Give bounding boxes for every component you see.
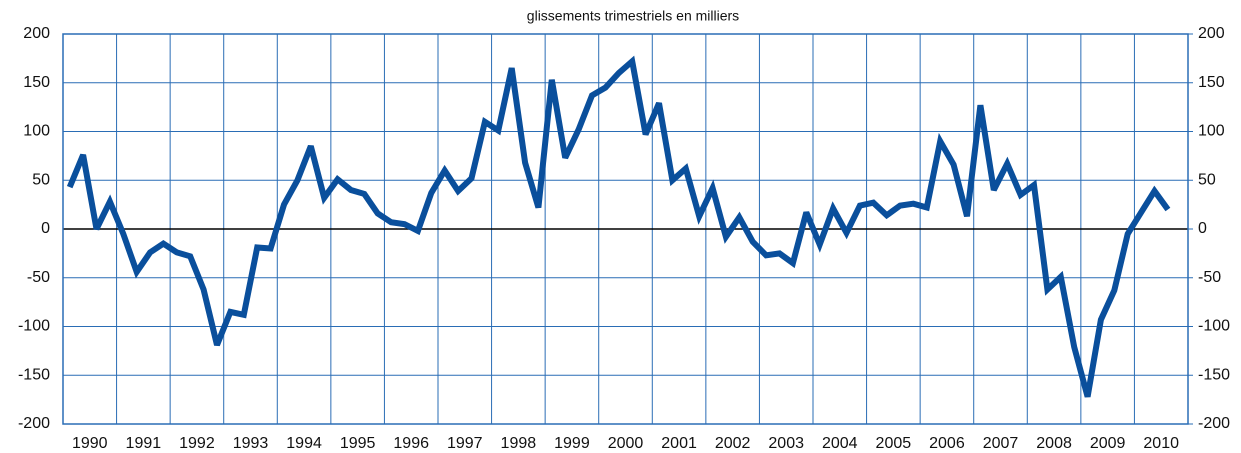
y-tick-label: 150 — [23, 74, 50, 91]
y2-tick-label: 100 — [1198, 123, 1225, 140]
y-tick-label: -100 — [18, 318, 50, 335]
x-tick-label: 2010 — [1143, 435, 1179, 452]
x-tick-label: 1999 — [554, 435, 590, 452]
chart-title: glissements trimestriels en milliers — [527, 8, 739, 24]
y2-tick-label: -50 — [1198, 269, 1221, 286]
x-tick-label: 2001 — [661, 435, 697, 452]
y-tick-label: 0 — [41, 220, 50, 237]
y2-tick-label: 200 — [1198, 25, 1225, 42]
x-tick-label: 2005 — [876, 435, 912, 452]
y2-tick-label: 50 — [1198, 171, 1216, 188]
x-tick-label: 2009 — [1090, 435, 1126, 452]
x-tick-label: 1991 — [126, 435, 162, 452]
y2-tick-label: -100 — [1198, 318, 1230, 335]
y2-tick-label: -200 — [1198, 415, 1230, 432]
y-tick-label: 100 — [23, 123, 50, 140]
x-tick-label: 1994 — [286, 435, 322, 452]
x-tick-label: 2000 — [608, 435, 644, 452]
x-tick-label: 2007 — [983, 435, 1019, 452]
y-tick-label: -150 — [18, 366, 50, 383]
x-tick-label: 1992 — [179, 435, 215, 452]
x-tick-label: 2006 — [929, 435, 965, 452]
x-tick-label: 2002 — [715, 435, 751, 452]
y-tick-label: -50 — [27, 269, 50, 286]
y-tick-label: 50 — [32, 171, 50, 188]
x-tick-label: 1996 — [393, 435, 429, 452]
x-tick-label: 1990 — [72, 435, 108, 452]
y-tick-label: 200 — [23, 25, 50, 42]
y2-tick-label: 150 — [1198, 74, 1225, 91]
x-tick-label: 2003 — [768, 435, 804, 452]
x-tick-label: 1998 — [501, 435, 537, 452]
x-tick-label: 1993 — [233, 435, 269, 452]
plot-frame — [62, 33, 1189, 425]
x-tick-label: 1997 — [447, 435, 483, 452]
data-line — [66, 55, 1171, 398]
x-tick-label: 1995 — [340, 435, 376, 452]
x-tick-label: 2004 — [822, 435, 858, 452]
x-tick-label: 2008 — [1036, 435, 1072, 452]
y-tick-label: -200 — [18, 415, 50, 432]
y2-tick-label: -150 — [1198, 366, 1230, 383]
y2-tick-label: 0 — [1198, 220, 1207, 237]
